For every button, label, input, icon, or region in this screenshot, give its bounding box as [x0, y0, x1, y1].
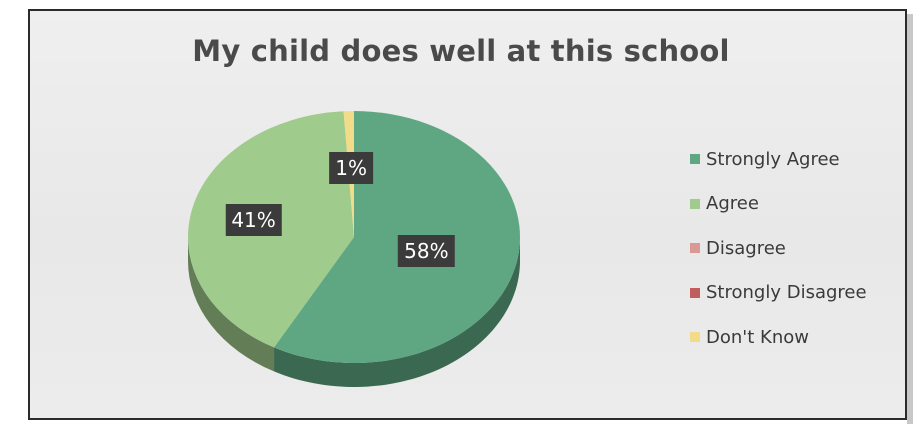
data-label-don-t-know: 1% — [329, 151, 373, 184]
legend-swatch — [690, 198, 700, 209]
legend-swatch — [690, 287, 700, 298]
legend: Strongly Agree Agree Disagree Strongly D… — [690, 148, 890, 371]
legend-label: Disagree — [706, 237, 786, 259]
chart-title: My child does well at this school — [192, 34, 730, 68]
legend-item-strongly-agree: Strongly Agree — [690, 148, 890, 170]
legend-label: Strongly Disagree — [706, 282, 867, 303]
legend-label: Strongly Agree — [706, 148, 840, 170]
data-label-strongly-agree: 58% — [398, 235, 455, 268]
legend-swatch — [690, 154, 700, 164]
legend-item-strongly-disagree: Strongly Disagree — [690, 282, 890, 304]
pie-side-agree — [188, 237, 275, 372]
frame-shadow — [907, 14, 913, 424]
legend-item-disagree: Disagree — [690, 237, 890, 259]
pie-side-strongly-agree — [274, 237, 520, 387]
legend-item-dont-know: Don't Know — [690, 326, 890, 348]
legend-swatch — [690, 332, 700, 342]
data-label-agree: 41% — [225, 203, 282, 236]
legend-label: Don't Know — [706, 326, 809, 348]
pie-slice-strongly-agree — [274, 111, 520, 363]
legend-label: Agree — [706, 193, 759, 214]
legend-swatch — [690, 243, 700, 253]
legend-item-agree: Agree — [690, 193, 890, 215]
